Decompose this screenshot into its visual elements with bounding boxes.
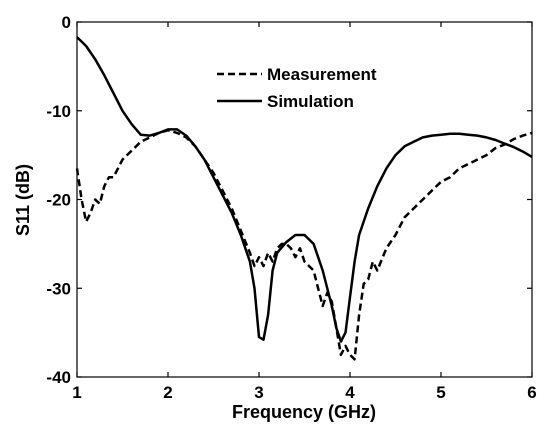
x-axis-title: Frequency (GHz) bbox=[232, 402, 376, 422]
y-tick-label: -40 bbox=[46, 368, 71, 387]
legend: Measurement Simulation bbox=[217, 65, 377, 111]
y-ticks: 0 -10 -20 -30 -40 bbox=[46, 13, 532, 387]
series-line-measurement bbox=[75, 129, 533, 361]
y-tick-label: -20 bbox=[46, 191, 71, 210]
legend-label-measurement: Measurement bbox=[267, 65, 377, 84]
x-ticks: 1 2 3 4 5 6 bbox=[72, 22, 537, 402]
y-tick-label: -10 bbox=[46, 102, 71, 121]
x-tick-label: 2 bbox=[163, 383, 172, 402]
legend-label-simulation: Simulation bbox=[267, 92, 354, 111]
x-tick-label: 3 bbox=[254, 383, 263, 402]
x-tick-label: 4 bbox=[345, 383, 355, 402]
x-tick-label: 5 bbox=[436, 383, 445, 402]
series-line-simulation bbox=[76, 36, 533, 343]
series-layer bbox=[75, 36, 533, 361]
y-tick-label: -30 bbox=[46, 279, 71, 298]
y-axis-title: S11 (dB) bbox=[13, 164, 33, 236]
y-tick-label: 0 bbox=[62, 13, 71, 32]
x-tick-label: 6 bbox=[527, 383, 536, 402]
x-tick-label: 1 bbox=[72, 383, 81, 402]
